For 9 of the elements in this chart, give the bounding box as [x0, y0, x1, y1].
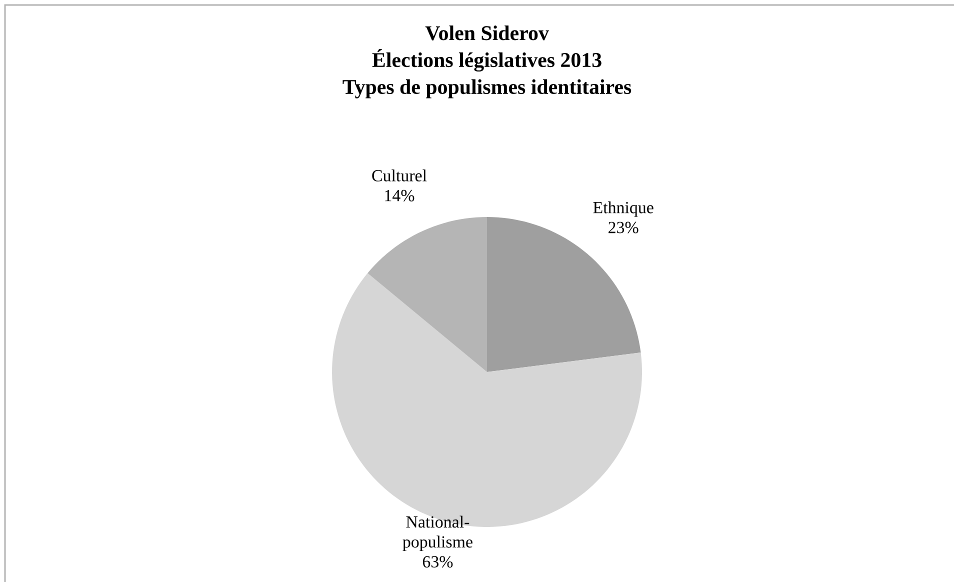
- slice-label: Ethnique: [593, 201, 654, 217]
- data-label: 14%: [385, 190, 414, 202]
- chart-subtitle: Élections législatives 2013: [372, 48, 602, 72]
- data-label: 63%: [422, 556, 453, 568]
- text: Types de populismes identitaires: [342, 79, 632, 98]
- slice-label: Culturel: [372, 170, 427, 182]
- slice-label: National-populisme: [402, 516, 472, 552]
- data-label: 23%: [608, 222, 638, 234]
- chart-title: Volen Siderov: [425, 26, 549, 40]
